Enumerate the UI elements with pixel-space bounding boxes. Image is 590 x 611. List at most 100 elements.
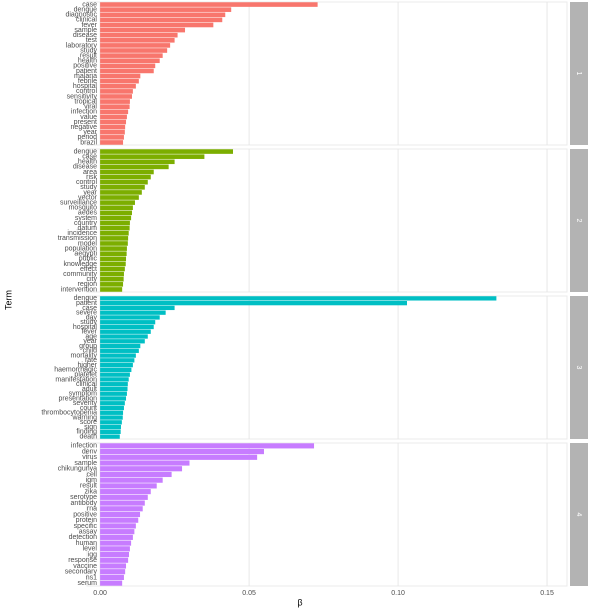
- y-tick-label: response: [68, 557, 97, 564]
- y-tick-label: severe: [76, 310, 97, 317]
- y-tick-label: febrile: [78, 78, 97, 85]
- y-tick-label: study: [80, 47, 97, 54]
- y-tick-label: death: [79, 433, 97, 440]
- y-tick-label: igm: [86, 477, 97, 484]
- bar: [100, 466, 183, 472]
- y-tick-label: result: [80, 483, 97, 490]
- y-tick-label: level: [83, 546, 98, 553]
- y-tick-label: age: [85, 333, 97, 340]
- bar: [100, 179, 148, 185]
- y-tick-label: fever: [81, 329, 97, 336]
- bar: [100, 195, 139, 200]
- bar: [100, 489, 151, 495]
- bar: [100, 225, 130, 231]
- bar: [100, 63, 156, 69]
- y-tick-label: test: [86, 37, 97, 44]
- bar: [100, 551, 130, 558]
- y-tick-label: knowledge: [64, 261, 98, 268]
- bar: [100, 271, 124, 277]
- bar: [100, 523, 136, 529]
- bar: [100, 2, 318, 7]
- bar: [100, 410, 124, 415]
- bar: [100, 256, 127, 262]
- bar: [100, 443, 315, 449]
- bar: [100, 329, 151, 334]
- y-tick-label: health: [78, 159, 97, 166]
- x-tick-label: 0.10: [391, 590, 405, 597]
- bar: [100, 391, 127, 396]
- y-tick-label: malaria: [74, 73, 97, 80]
- bar: [100, 246, 127, 251]
- bar: [100, 382, 128, 387]
- bar: [100, 83, 136, 89]
- y-tick-label: severity: [73, 400, 98, 407]
- y-tick-label: higher: [78, 362, 98, 369]
- y-tick-label: sign: [84, 424, 97, 431]
- y-tick-label: incidence: [67, 230, 97, 237]
- y-tick-label: control: [76, 88, 97, 95]
- y-tick-label: study: [80, 184, 97, 191]
- bar: [100, 94, 132, 99]
- bar: [100, 454, 258, 460]
- bar: [100, 305, 175, 311]
- facet-label: 2: [575, 219, 582, 223]
- y-tick-label: hospital: [73, 324, 98, 331]
- bar: [100, 129, 125, 135]
- y-tick-label: detection: [69, 534, 98, 541]
- y-tick-label: aedes: [78, 210, 98, 217]
- y-tick-label: antibody: [71, 500, 98, 507]
- bar: [100, 320, 156, 325]
- y-tick-label: case: [82, 305, 97, 312]
- bar: [100, 119, 127, 125]
- bar: [100, 261, 126, 267]
- y-tick-label: transmission: [58, 235, 97, 242]
- bar: [100, 569, 126, 575]
- bar: [100, 529, 135, 535]
- y-tick-label: tropical: [74, 98, 97, 105]
- y-tick-label: area: [83, 169, 97, 176]
- bar: [100, 511, 141, 518]
- bar: [100, 574, 124, 580]
- bar: [100, 494, 148, 500]
- bar: [100, 104, 130, 109]
- y-tick-label: count: [80, 405, 97, 412]
- y-tick-label: fever: [81, 22, 97, 29]
- bar: [100, 27, 186, 33]
- x-tick-label: 0.00: [93, 590, 107, 597]
- facet-strip: [570, 296, 588, 439]
- y-tick-label: positive: [73, 511, 97, 518]
- bar: [100, 517, 139, 523]
- y-tick-label: patient: [76, 300, 97, 307]
- y-tick-label: positive: [73, 63, 97, 70]
- y-tick-label: aegypti: [74, 251, 97, 258]
- y-tick-label: rate: [85, 357, 97, 364]
- y-tick-label: viral: [84, 104, 97, 111]
- bar: [100, 266, 125, 272]
- y-tick-label: manifestation: [55, 376, 97, 383]
- bar: [100, 190, 142, 195]
- bar: [100, 506, 143, 512]
- y-tick-label: control: [76, 179, 97, 186]
- bar: [100, 169, 154, 175]
- bar: [100, 78, 139, 84]
- y-tick-label: vector: [78, 194, 98, 201]
- bar: [100, 424, 121, 430]
- bar: [100, 477, 163, 483]
- bar: [100, 230, 129, 236]
- y-tick-label: symptom: [69, 391, 98, 398]
- bar: [100, 483, 157, 489]
- y-tick-label: country: [74, 220, 97, 227]
- bar: [100, 434, 120, 439]
- y-tick-label: case: [82, 1, 97, 8]
- bar: [100, 164, 169, 170]
- y-tick-label: model: [78, 240, 98, 247]
- y-tick-label: patient: [76, 68, 97, 75]
- bar: [100, 372, 130, 377]
- y-tick-label: zika: [85, 488, 98, 495]
- x-tick-label: 0.15: [540, 590, 554, 597]
- bar: [100, 429, 121, 434]
- y-tick-label: public: [79, 256, 98, 263]
- panel: [86, 148, 568, 293]
- y-tick-label: city: [87, 276, 98, 283]
